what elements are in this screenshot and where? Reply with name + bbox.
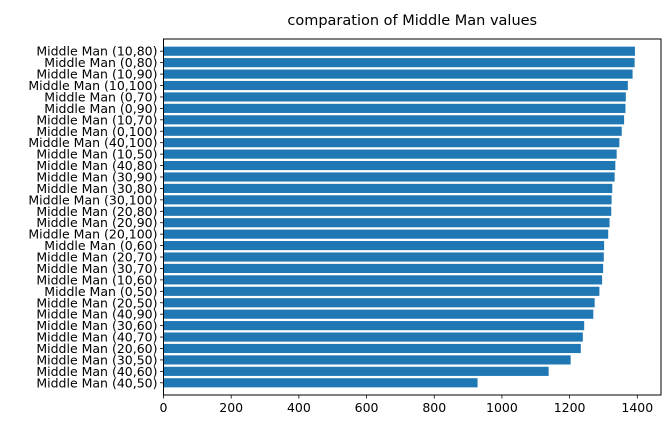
y-tick-label-2: Middle Man (10,90) [36, 67, 157, 82]
bar-28 [163, 366, 549, 376]
bar-26 [163, 343, 581, 354]
x-tick-label-1: 200 [219, 400, 243, 415]
bar-12 [163, 183, 613, 193]
bar-17 [163, 241, 605, 251]
y-tick-label-3: Middle Man (10,100) [28, 78, 157, 93]
y-tick-label-19: Middle Man (30,70) [36, 261, 157, 276]
bar-14 [163, 206, 612, 216]
y-tick-label-17: Middle Man (0,60) [44, 238, 157, 253]
bar-21 [163, 286, 600, 296]
x-tick-label-5: 1000 [486, 400, 518, 415]
bar-8 [163, 138, 620, 148]
bar-9 [163, 149, 617, 159]
y-tick-label-28: Middle Man (40,60) [36, 364, 157, 379]
y-tick-label-22: Middle Man (20,50) [36, 295, 157, 310]
bar-16 [163, 229, 609, 239]
bar-22 [163, 298, 595, 308]
bar-29 [163, 378, 478, 388]
bar-20 [163, 275, 603, 285]
y-tick-label-18: Middle Man (20,70) [36, 250, 157, 265]
y-tick-labels: Middle Man (10,80)Middle Man (0,80)Middl… [28, 44, 164, 390]
bar-7 [163, 126, 622, 136]
y-tick-label-4: Middle Man (0,70) [44, 89, 157, 104]
bar-27 [163, 355, 571, 365]
y-tick-label-5: Middle Man (0,90) [44, 101, 157, 116]
y-tick-label-27: Middle Man (30,50) [36, 352, 157, 367]
x-tick-label-3: 600 [355, 400, 379, 415]
bar-23 [163, 309, 594, 319]
y-tick-label-20: Middle Man (10,60) [36, 272, 157, 287]
y-tick-label-14: Middle Man (20,80) [36, 204, 157, 219]
bar-1 [163, 58, 635, 68]
x-tick-label-0: 0 [160, 400, 168, 415]
y-tick-label-16: Middle Man (20,100) [28, 227, 157, 242]
bar-3 [163, 80, 628, 91]
x-tick-label-4: 800 [422, 400, 446, 415]
y-tick-label-29: Middle Man (40,50) [36, 375, 157, 390]
y-tick-label-26: Middle Man (20,60) [36, 341, 157, 356]
y-tick-label-11: Middle Man (30,90) [36, 169, 157, 184]
bar-15 [163, 218, 610, 228]
x-tick-label-7: 1400 [621, 400, 653, 415]
y-tick-label-21: Middle Man (0,50) [44, 284, 157, 299]
chart-title: comparation of Middle Man values [287, 13, 537, 29]
y-tick-label-6: Middle Man (10,70) [36, 112, 157, 127]
x-tick-label-2: 400 [287, 400, 311, 415]
bar-19 [163, 263, 604, 274]
bars-group [163, 46, 635, 388]
y-tick-label-0: Middle Man (10,80) [36, 44, 157, 59]
bar-10 [163, 160, 616, 171]
y-tick-label-15: Middle Man (20,90) [36, 215, 157, 230]
y-tick-label-25: Middle Man (40,70) [36, 330, 157, 345]
y-tick-label-13: Middle Man (30,100) [28, 192, 157, 207]
bar-6 [163, 115, 625, 125]
y-tick-label-12: Middle Man (30,80) [36, 181, 157, 196]
bar-4 [163, 92, 626, 102]
bar-24 [163, 321, 585, 331]
plot-frame [163, 38, 662, 396]
y-tick-label-9: Middle Man (10,50) [36, 147, 157, 162]
x-axis: 0 200 400 600 800 1000 1200 1400 [160, 395, 653, 415]
bar-11 [163, 172, 615, 182]
y-tick-label-10: Middle Man (40,80) [36, 158, 157, 173]
bar-5 [163, 103, 626, 113]
y-tick-label-1: Middle Man (0,80) [44, 55, 157, 70]
bar-13 [163, 195, 612, 205]
bar-2 [163, 69, 633, 79]
y-tick-label-24: Middle Man (30,60) [36, 318, 157, 333]
bar-0 [163, 46, 635, 56]
y-tick-label-23: Middle Man (40,90) [36, 307, 157, 322]
x-tick-label-6: 1200 [554, 400, 586, 415]
y-tick-label-7: Middle Man (0,100) [36, 124, 157, 139]
y-tick-label-8: Middle Man (40,100) [28, 135, 157, 150]
bar-25 [163, 332, 583, 342]
bar-18 [163, 252, 604, 262]
